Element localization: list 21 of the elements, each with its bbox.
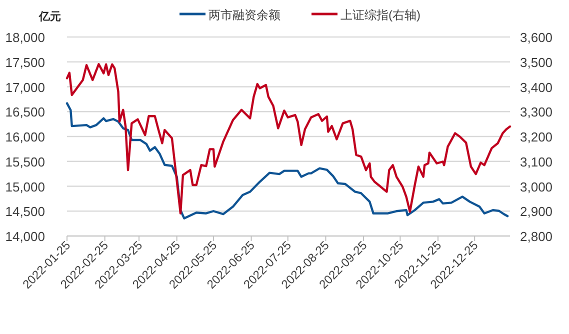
y-tick-label: 16,000 [5, 130, 45, 144]
y2-tick-label: 3,100 [520, 154, 553, 170]
y-tick-label: 17,000 [5, 80, 45, 95]
y-axis-title: 亿元 [38, 11, 61, 23]
y-tick-label: 15,500 [5, 154, 45, 170]
y2-tick-label: 3,300 [520, 104, 553, 120]
y2-tick-label: 2,800 [520, 229, 553, 244]
y-tick-label: 18,000 [5, 30, 45, 45]
y-tick-label: 17,500 [5, 54, 45, 70]
y-tick-label: 15,000 [5, 179, 45, 194]
legend-label: 上证综指(右轴) [340, 8, 420, 22]
y2-tick-label: 3,600 [520, 30, 553, 45]
y-tick-label: 14,000 [5, 229, 45, 244]
y2-tick-label: 3,500 [520, 54, 553, 70]
y-tick-label: 14,500 [5, 204, 45, 220]
y2-tick-label: 3,000 [520, 179, 553, 194]
y2-tick-label: 3,200 [520, 130, 553, 144]
legend-label: 两市融资余额 [208, 8, 280, 22]
y2-tick-label: 3,400 [520, 80, 553, 95]
y-tick-label: 16,500 [5, 104, 45, 120]
y2-tick-label: 2,900 [520, 204, 553, 220]
